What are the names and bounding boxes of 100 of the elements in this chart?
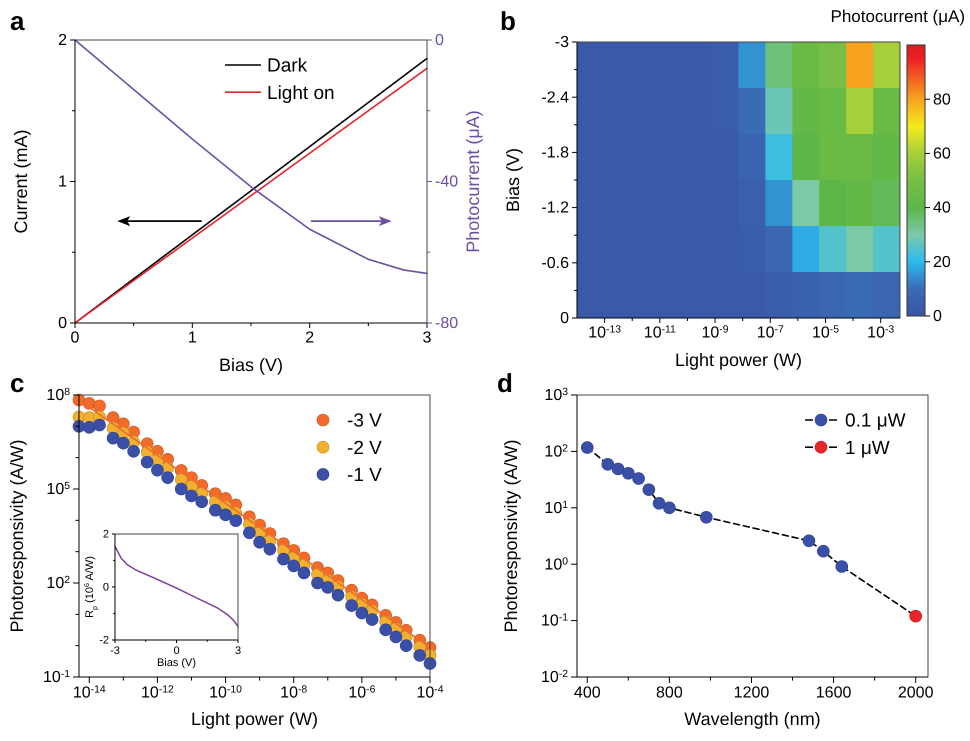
y-tick-label: 10$^{1}$ (544, 499, 568, 517)
point (287, 560, 300, 572)
point (277, 552, 290, 566)
x-tick-label: 1 (188, 329, 197, 346)
chart-title: c (10, 368, 24, 398)
point (161, 471, 174, 484)
x-tick-label: 10$^{-7}$ (756, 324, 784, 342)
y-tick-label: 1 (58, 174, 68, 191)
point (356, 606, 368, 620)
y-tick-label: -2.4 (541, 89, 570, 106)
point (174, 482, 188, 496)
y-tick-label: 2 (58, 32, 68, 50)
point (642, 483, 656, 496)
x-tick-label: 10$^{-5}$ (812, 324, 840, 342)
color-bar-title: Photocurrent (μA) (830, 7, 965, 26)
point (632, 472, 645, 485)
point (298, 566, 310, 580)
point (366, 613, 378, 626)
y-tick-label: 10$^{0}$ (544, 556, 568, 574)
point (817, 544, 830, 558)
y-tick-label: 2 (102, 528, 109, 541)
legend-label: 1 μW (845, 438, 890, 459)
y-axis-title: Photoresponsivity (A/W) (501, 439, 521, 633)
point (622, 466, 635, 480)
x-tick-label: 2 (305, 329, 314, 346)
point (413, 649, 426, 662)
point (345, 599, 358, 612)
x-tick-label: 10$^{-10}$ (209, 684, 242, 702)
x-tick-label: 3 (422, 329, 432, 346)
y2-tick-label: 0 (435, 32, 444, 50)
y-tick-label: -3 (554, 34, 570, 52)
point (663, 502, 676, 514)
x-axis-title: Bias (V) (218, 355, 284, 375)
point (700, 510, 713, 524)
point (909, 610, 922, 622)
point (185, 490, 198, 502)
legend-label: -2 V (347, 438, 382, 459)
point (835, 560, 848, 573)
y-tick-label: 0 (560, 310, 570, 328)
y-tick-label: 10$^{-1}$ (540, 612, 568, 630)
point (321, 581, 334, 594)
point (332, 588, 344, 602)
y-axis-title: Bias (V) (503, 148, 523, 212)
y-tick-label: 10$^{2}$ (46, 574, 70, 592)
color-bar-label: 40 (933, 200, 951, 217)
chart-title: d (497, 368, 513, 398)
y-tick-label: -1.2 (541, 200, 570, 217)
chart-title: b (500, 6, 516, 36)
point (93, 400, 106, 412)
x-tick-label: 10$^{-12}$ (140, 684, 174, 702)
point (253, 536, 266, 549)
x-tick-label: 0 (173, 644, 180, 657)
point (802, 534, 816, 548)
x-tick-label: 10$^{-6}$ (348, 684, 376, 702)
point (652, 497, 666, 510)
x-tick-label: 10$^{-11}$ (644, 324, 676, 342)
point (230, 514, 242, 527)
point (243, 526, 256, 540)
point (580, 441, 594, 454)
y-tick-label: -0.6 (541, 254, 570, 272)
point (140, 456, 154, 468)
y-tick-label: 10$^{-2}$ (540, 668, 568, 686)
x-tick-label: 10$^{-8}$ (280, 684, 308, 702)
point (195, 496, 208, 508)
y-tick-label: -2 (99, 634, 109, 647)
x-tick-label: 10$^{-14}$ (72, 684, 106, 702)
point (400, 639, 412, 652)
x-axis-title: Light power (W) (190, 709, 318, 729)
x-tick-label: 800 (656, 684, 683, 702)
point (390, 630, 402, 644)
x-tick-label: 10$^{-13}$ (588, 324, 622, 342)
chart-title: a (10, 6, 25, 36)
color-bar-label: 0 (933, 308, 942, 326)
point (127, 444, 140, 458)
color-bar-label: 80 (933, 91, 951, 108)
legend-label: -3 V (347, 410, 382, 432)
x-axis-title: Light power (W) (674, 350, 802, 370)
line-series (114, 546, 239, 628)
x-tick-label: 2000 (898, 684, 934, 702)
point (82, 421, 96, 434)
legend-label: -1 V (347, 465, 382, 486)
y-tick-label: 10$^{-1}$ (42, 668, 70, 686)
y-tick-label: 10$^{3}$ (544, 386, 568, 404)
point (208, 504, 222, 517)
point (601, 458, 614, 471)
color-bar-label: 60 (933, 146, 951, 163)
y-tick-label: -1.8 (541, 144, 570, 162)
x-tick-label: 400 (574, 684, 601, 702)
x-axis-title: Wavelength (nm) (684, 709, 821, 729)
y2-tick-label: -40 (435, 174, 458, 191)
legend-label: Light on (267, 82, 335, 104)
point (151, 464, 164, 476)
y-tick-label: 10$^{5}$ (46, 480, 70, 498)
y-axis-title: Current (mA) (11, 129, 31, 234)
legend-label: 0.1 μW (845, 410, 906, 432)
point (219, 508, 232, 522)
point (379, 624, 392, 636)
y2-axis-title: Photocurrent (μA) (463, 110, 483, 253)
point (106, 432, 120, 444)
y-tick-label: 10$^{8}$ (46, 386, 70, 404)
